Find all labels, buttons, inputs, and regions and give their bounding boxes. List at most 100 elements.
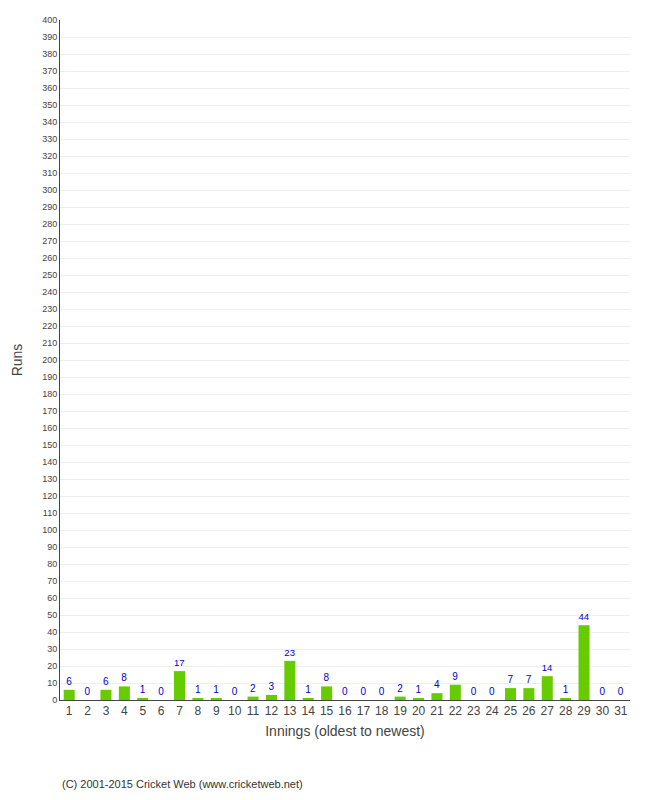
svg-text:17: 17	[357, 704, 371, 718]
svg-text:340: 340	[42, 117, 57, 127]
svg-text:3: 3	[268, 681, 274, 692]
svg-text:9: 9	[213, 704, 220, 718]
svg-text:190: 190	[42, 372, 57, 382]
svg-text:400: 400	[42, 15, 57, 25]
svg-text:1: 1	[213, 684, 219, 695]
svg-text:0: 0	[471, 686, 477, 697]
svg-text:330: 330	[42, 134, 57, 144]
svg-text:290: 290	[42, 202, 57, 212]
svg-text:0: 0	[232, 686, 238, 697]
svg-text:260: 260	[42, 253, 57, 263]
svg-text:8: 8	[121, 672, 127, 683]
svg-text:Innings (oldest to newest): Innings (oldest to newest)	[265, 723, 425, 739]
svg-text:10: 10	[47, 678, 57, 688]
svg-text:7: 7	[176, 704, 183, 718]
svg-text:1: 1	[140, 684, 146, 695]
svg-text:140: 140	[42, 457, 57, 467]
svg-text:(C) 2001-2015 Cricket Web (www: (C) 2001-2015 Cricket Web (www.cricketwe…	[62, 778, 303, 790]
svg-text:18: 18	[375, 704, 389, 718]
svg-text:2: 2	[397, 683, 403, 694]
svg-text:120: 120	[42, 491, 57, 501]
svg-text:70: 70	[47, 576, 57, 586]
svg-text:30: 30	[596, 704, 610, 718]
svg-text:0: 0	[85, 686, 91, 697]
svg-text:28: 28	[559, 704, 573, 718]
svg-text:60: 60	[47, 593, 57, 603]
svg-text:13: 13	[283, 704, 297, 718]
svg-text:370: 370	[42, 66, 57, 76]
svg-text:17: 17	[174, 657, 185, 668]
svg-text:350: 350	[42, 100, 57, 110]
svg-text:320: 320	[42, 151, 57, 161]
svg-text:110: 110	[43, 508, 57, 518]
svg-text:90: 90	[47, 542, 57, 552]
svg-text:29: 29	[577, 704, 591, 718]
svg-text:4: 4	[121, 704, 128, 718]
svg-text:240: 240	[42, 287, 57, 297]
svg-text:1: 1	[563, 684, 569, 695]
svg-text:170: 170	[42, 406, 57, 416]
svg-text:24: 24	[485, 704, 499, 718]
svg-text:7: 7	[507, 674, 513, 685]
svg-text:7: 7	[526, 674, 532, 685]
svg-text:150: 150	[42, 440, 57, 450]
svg-text:27: 27	[541, 704, 555, 718]
svg-text:0: 0	[599, 686, 605, 697]
svg-text:20: 20	[412, 704, 426, 718]
svg-text:1: 1	[66, 704, 73, 718]
svg-text:210: 210	[42, 338, 57, 348]
svg-text:0: 0	[379, 686, 385, 697]
svg-text:8: 8	[195, 704, 202, 718]
svg-text:300: 300	[42, 185, 57, 195]
svg-text:11: 11	[247, 704, 260, 718]
svg-text:250: 250	[42, 270, 57, 280]
svg-text:25: 25	[504, 704, 518, 718]
svg-text:180: 180	[42, 389, 57, 399]
svg-text:14: 14	[542, 662, 553, 673]
svg-text:44: 44	[579, 611, 590, 622]
svg-text:23: 23	[284, 647, 295, 658]
svg-text:15: 15	[320, 704, 334, 718]
svg-text:40: 40	[47, 627, 57, 637]
svg-text:8: 8	[324, 672, 330, 683]
svg-text:30: 30	[47, 644, 57, 654]
svg-text:230: 230	[42, 304, 57, 314]
svg-text:270: 270	[42, 236, 57, 246]
svg-text:0: 0	[342, 686, 348, 697]
svg-text:1: 1	[305, 684, 311, 695]
svg-text:0: 0	[489, 686, 495, 697]
svg-text:20: 20	[47, 661, 57, 671]
svg-text:9: 9	[452, 671, 458, 682]
svg-text:390: 390	[42, 32, 57, 42]
svg-text:14: 14	[302, 704, 316, 718]
svg-text:310: 310	[42, 168, 57, 178]
svg-text:10: 10	[228, 704, 242, 718]
svg-text:130: 130	[42, 474, 57, 484]
svg-text:0: 0	[158, 686, 164, 697]
svg-text:280: 280	[42, 219, 57, 229]
svg-text:2: 2	[250, 683, 256, 694]
svg-text:6: 6	[66, 676, 72, 687]
svg-text:220: 220	[42, 321, 57, 331]
svg-text:19: 19	[393, 704, 407, 718]
svg-text:6: 6	[158, 704, 165, 718]
svg-text:1: 1	[195, 684, 201, 695]
svg-text:4: 4	[434, 679, 440, 690]
svg-text:2: 2	[84, 704, 91, 718]
svg-text:0: 0	[618, 686, 624, 697]
svg-text:160: 160	[42, 423, 57, 433]
svg-text:31: 31	[614, 704, 628, 718]
svg-text:1: 1	[416, 684, 422, 695]
svg-text:5: 5	[139, 704, 146, 718]
svg-text:80: 80	[47, 559, 57, 569]
svg-text:22: 22	[449, 704, 463, 718]
svg-text:26: 26	[522, 704, 536, 718]
svg-text:0: 0	[360, 686, 366, 697]
svg-text:16: 16	[338, 704, 352, 718]
svg-text:6: 6	[103, 676, 109, 687]
svg-text:200: 200	[42, 355, 57, 365]
svg-text:Runs: Runs	[9, 344, 25, 377]
svg-text:21: 21	[430, 704, 444, 718]
svg-text:0: 0	[52, 695, 57, 705]
svg-text:23: 23	[467, 704, 481, 718]
